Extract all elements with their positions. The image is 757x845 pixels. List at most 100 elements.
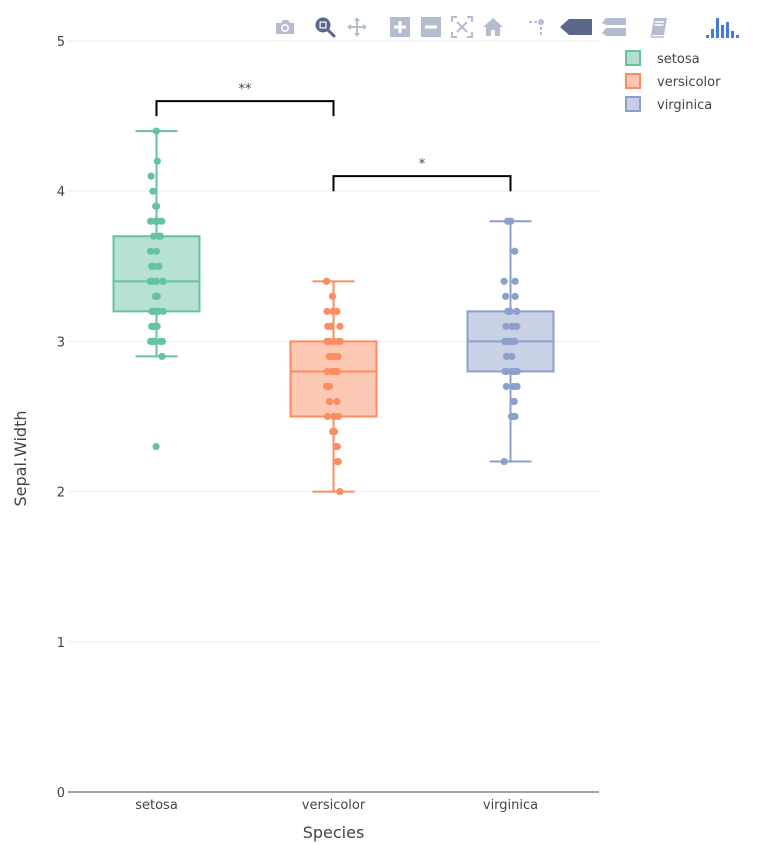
y-axis-ticks: 0 1 2 3 4 5 bbox=[57, 35, 65, 801]
data-point[interactable] bbox=[148, 262, 156, 270]
bracket-line bbox=[155, 100, 335, 117]
legend-swatch bbox=[625, 50, 641, 66]
data-point[interactable] bbox=[326, 352, 335, 361]
data-point[interactable] bbox=[324, 337, 332, 345]
data-point[interactable] bbox=[506, 307, 514, 315]
data-point[interactable] bbox=[512, 367, 520, 376]
data-point[interactable] bbox=[334, 352, 342, 361]
y-tick-label: 1 bbox=[57, 636, 65, 651]
data-point[interactable] bbox=[510, 382, 518, 391]
hover-closest-button[interactable] bbox=[558, 14, 594, 40]
zoom-icon bbox=[315, 17, 336, 38]
plotly-logo-button[interactable] bbox=[702, 14, 742, 40]
data-point[interactable] bbox=[509, 322, 517, 330]
data-point[interactable] bbox=[149, 337, 157, 345]
data-point[interactable] bbox=[336, 488, 344, 496]
data-point[interactable] bbox=[159, 277, 167, 285]
data-point[interactable] bbox=[334, 412, 343, 421]
data-point[interactable] bbox=[146, 247, 155, 255]
box-versicolor[interactable] bbox=[289, 277, 378, 496]
autoscale-button[interactable] bbox=[449, 14, 475, 40]
data-point[interactable] bbox=[325, 397, 334, 406]
data-point[interactable] bbox=[323, 277, 331, 285]
y-tick-label: 3 bbox=[57, 335, 65, 350]
data-point[interactable] bbox=[159, 307, 167, 315]
data-point[interactable] bbox=[323, 367, 331, 376]
zoom-button[interactable] bbox=[312, 14, 338, 40]
data-point[interactable] bbox=[153, 292, 161, 300]
data-point[interactable] bbox=[502, 352, 511, 361]
data-point[interactable] bbox=[158, 352, 166, 361]
data-point[interactable] bbox=[323, 307, 331, 315]
data-point[interactable] bbox=[149, 187, 157, 195]
data-point[interactable] bbox=[511, 292, 519, 300]
data-point[interactable] bbox=[329, 412, 338, 421]
zoom-in-button[interactable] bbox=[387, 14, 413, 40]
camera-icon bbox=[276, 20, 294, 34]
data-point[interactable] bbox=[152, 127, 160, 135]
x-tick-label-setosa: setosa bbox=[135, 798, 178, 813]
data-point[interactable] bbox=[152, 202, 161, 210]
edit-chart-button[interactable] bbox=[646, 14, 672, 40]
data-point[interactable] bbox=[334, 457, 342, 466]
data-point[interactable] bbox=[148, 322, 156, 330]
data-point[interactable] bbox=[155, 232, 163, 240]
data-point[interactable] bbox=[511, 277, 519, 285]
data-point[interactable] bbox=[148, 277, 156, 285]
data-point[interactable] bbox=[323, 412, 331, 421]
data-point[interactable] bbox=[149, 232, 158, 240]
legend-item-versicolor[interactable]: versicolor bbox=[625, 73, 721, 90]
data-point[interactable] bbox=[504, 217, 512, 225]
data-point[interactable] bbox=[502, 367, 511, 376]
data-point[interactable] bbox=[509, 412, 517, 421]
data-point[interactable] bbox=[328, 427, 337, 436]
data-point[interactable] bbox=[502, 322, 510, 330]
data-point[interactable] bbox=[324, 322, 332, 330]
data-point[interactable] bbox=[511, 247, 519, 255]
legend-item-setosa[interactable]: setosa bbox=[625, 50, 700, 67]
pan-button[interactable] bbox=[344, 14, 370, 40]
data-point[interactable] bbox=[153, 262, 161, 270]
download-plot-button[interactable] bbox=[272, 14, 298, 40]
data-point[interactable] bbox=[511, 337, 519, 345]
significance-label: ** bbox=[239, 82, 253, 97]
modebar bbox=[270, 14, 750, 42]
data-point[interactable] bbox=[152, 442, 160, 451]
spike-lines-button[interactable] bbox=[524, 14, 550, 40]
hover-compare-button[interactable] bbox=[600, 14, 628, 40]
y-tick-label: 2 bbox=[57, 486, 65, 501]
data-point[interactable] bbox=[328, 292, 337, 300]
data-point[interactable] bbox=[325, 382, 333, 391]
edit-chart-icon bbox=[650, 18, 667, 38]
data-point[interactable] bbox=[502, 292, 510, 300]
data-point[interactable] bbox=[333, 397, 341, 406]
zoom-out-button[interactable] bbox=[418, 14, 444, 40]
data-point[interactable] bbox=[336, 337, 344, 345]
x-tick-label-virginica: virginica bbox=[483, 798, 538, 813]
data-point[interactable] bbox=[152, 247, 161, 255]
data-point[interactable] bbox=[500, 457, 508, 466]
data-point[interactable] bbox=[501, 337, 509, 345]
data-point[interactable] bbox=[502, 382, 510, 391]
data-point[interactable] bbox=[328, 367, 336, 376]
data-point[interactable] bbox=[508, 352, 516, 361]
data-point[interactable] bbox=[152, 307, 160, 315]
data-point[interactable] bbox=[151, 217, 159, 225]
data-point[interactable] bbox=[513, 307, 521, 315]
legend-item-virginica[interactable]: virginica bbox=[625, 96, 712, 113]
pan-icon bbox=[347, 17, 367, 37]
zoom-in-icon bbox=[390, 17, 410, 37]
data-point[interactable] bbox=[333, 442, 341, 451]
data-point[interactable] bbox=[510, 397, 518, 406]
data-point[interactable] bbox=[147, 172, 155, 180]
box-setosa[interactable] bbox=[112, 127, 201, 451]
data-point[interactable] bbox=[500, 277, 508, 285]
box-virginica[interactable] bbox=[466, 217, 555, 466]
data-point[interactable] bbox=[330, 337, 338, 345]
data-point[interactable] bbox=[336, 322, 344, 330]
data-point[interactable] bbox=[158, 337, 167, 345]
data-point[interactable] bbox=[153, 157, 161, 165]
reset-axes-button[interactable] bbox=[480, 14, 506, 40]
data-point[interactable] bbox=[333, 307, 341, 315]
